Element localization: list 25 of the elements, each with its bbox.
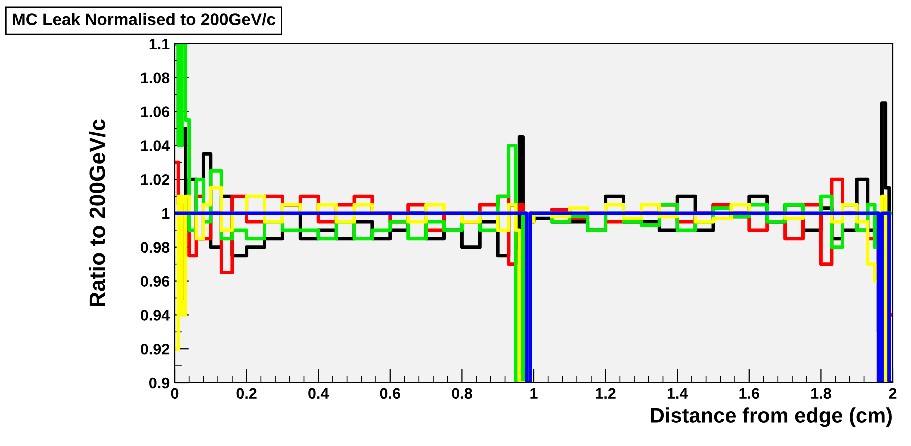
x-tick-label: 0.8 — [452, 388, 472, 400]
x-tick-label: 0.2 — [236, 388, 257, 400]
y-tick-label: 1.06 — [141, 106, 170, 118]
y-tick-label: 0.96 — [141, 276, 170, 287]
chart-title: MC Leak Normalised to 200GeV/c — [13, 13, 276, 26]
y-tick-label: 1.08 — [141, 72, 170, 84]
x-tick-label: 1.8 — [812, 388, 832, 400]
x-axis-title: Distance from edge (cm) — [651, 408, 892, 428]
y-tick-label: 0.9 — [150, 378, 170, 389]
y-tick-label: 1 — [162, 208, 170, 220]
y-tick-label: 0.94 — [141, 310, 170, 321]
x-tick-label: 0.4 — [308, 388, 330, 400]
y-tick-label: 1.1 — [150, 39, 170, 50]
x-tick-label: 0 — [171, 388, 179, 400]
y-tick-label: 1.04 — [141, 140, 170, 152]
x-tick-label: 1.4 — [668, 388, 688, 399]
x-tick-label: 1 — [530, 388, 538, 399]
y-tick-label: 0.98 — [141, 242, 170, 254]
y-tick-label: 1.02 — [141, 174, 170, 186]
x-tick-label: 2 — [889, 388, 897, 399]
y-axis-title: Ratio to 200GeV/c — [89, 120, 106, 306]
x-tick-label: 1.6 — [740, 388, 760, 400]
y-tick-label: 0.92 — [141, 344, 170, 355]
x-tick-label: 1.2 — [596, 388, 616, 399]
x-tick-label: 0.6 — [380, 388, 400, 400]
